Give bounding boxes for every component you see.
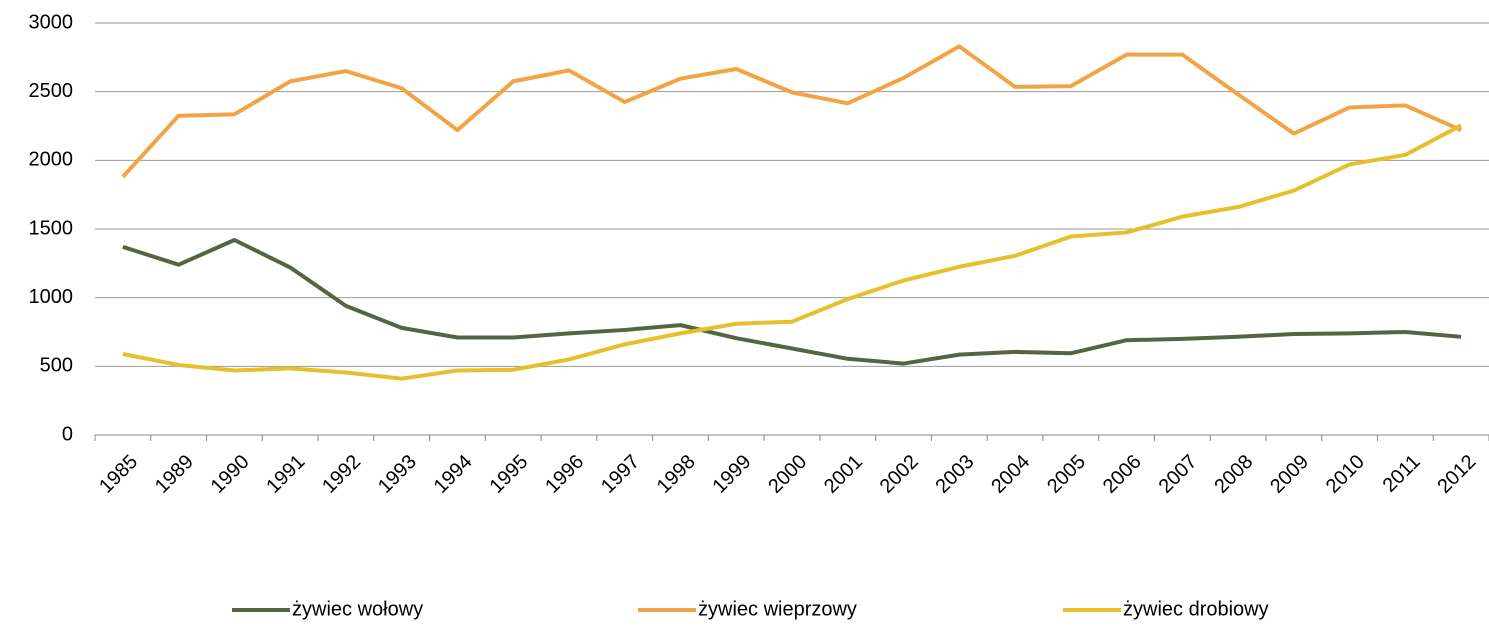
- x-tick-label: 2009: [1266, 451, 1313, 498]
- x-tick-label: 1991: [262, 451, 309, 498]
- x-tick-label: 2012: [1433, 451, 1480, 498]
- x-tick-label: 1992: [318, 451, 365, 498]
- line: [122, 123, 1463, 381]
- x-tick-label: 1993: [374, 451, 421, 498]
- x-tick-label: 1985: [95, 451, 142, 498]
- x-tick-label: 2001: [820, 451, 867, 498]
- legend-label: żywiec wieprzowy: [698, 598, 857, 620]
- x-tick-label: 2006: [1099, 451, 1146, 498]
- y-tick-label: 1500: [29, 217, 74, 239]
- line: [122, 237, 1462, 366]
- x-tick-label: 1989: [151, 451, 198, 498]
- y-tick-label: 2000: [29, 149, 74, 171]
- line: [121, 44, 1462, 179]
- x-tick-label: 1996: [541, 451, 588, 498]
- x-tick-label: 2005: [1043, 451, 1090, 498]
- y-tick-label: 500: [40, 355, 73, 377]
- x-tick-label: 2002: [876, 451, 923, 498]
- x-tick-label: 2007: [1155, 451, 1202, 498]
- x-tick-label: 1990: [207, 451, 254, 498]
- y-tick-label: 1000: [29, 286, 74, 308]
- y-tick-label: 0: [62, 423, 73, 445]
- x-tick-label: 2004: [987, 451, 1034, 498]
- x-tick-label: 2000: [764, 451, 811, 498]
- legend-label: żywiec wołowy: [292, 598, 423, 620]
- x-tick-label: 2010: [1322, 451, 1369, 498]
- x-tick-label: 2011: [1379, 451, 1425, 497]
- x-tick-label: 2008: [1210, 451, 1257, 498]
- legend-label: żywiec drobiowy: [1123, 598, 1269, 620]
- y-tick-label: 2500: [29, 80, 74, 102]
- x-tick-label: 1999: [708, 451, 755, 498]
- x-tick-label: 2003: [932, 451, 979, 498]
- x-tick-label: 1997: [597, 451, 644, 498]
- x-tick-label: 1994: [430, 451, 477, 498]
- x-tick-label: 1995: [485, 451, 532, 498]
- x-tick-label: 1998: [653, 451, 700, 498]
- y-tick-label: 3000: [29, 11, 74, 33]
